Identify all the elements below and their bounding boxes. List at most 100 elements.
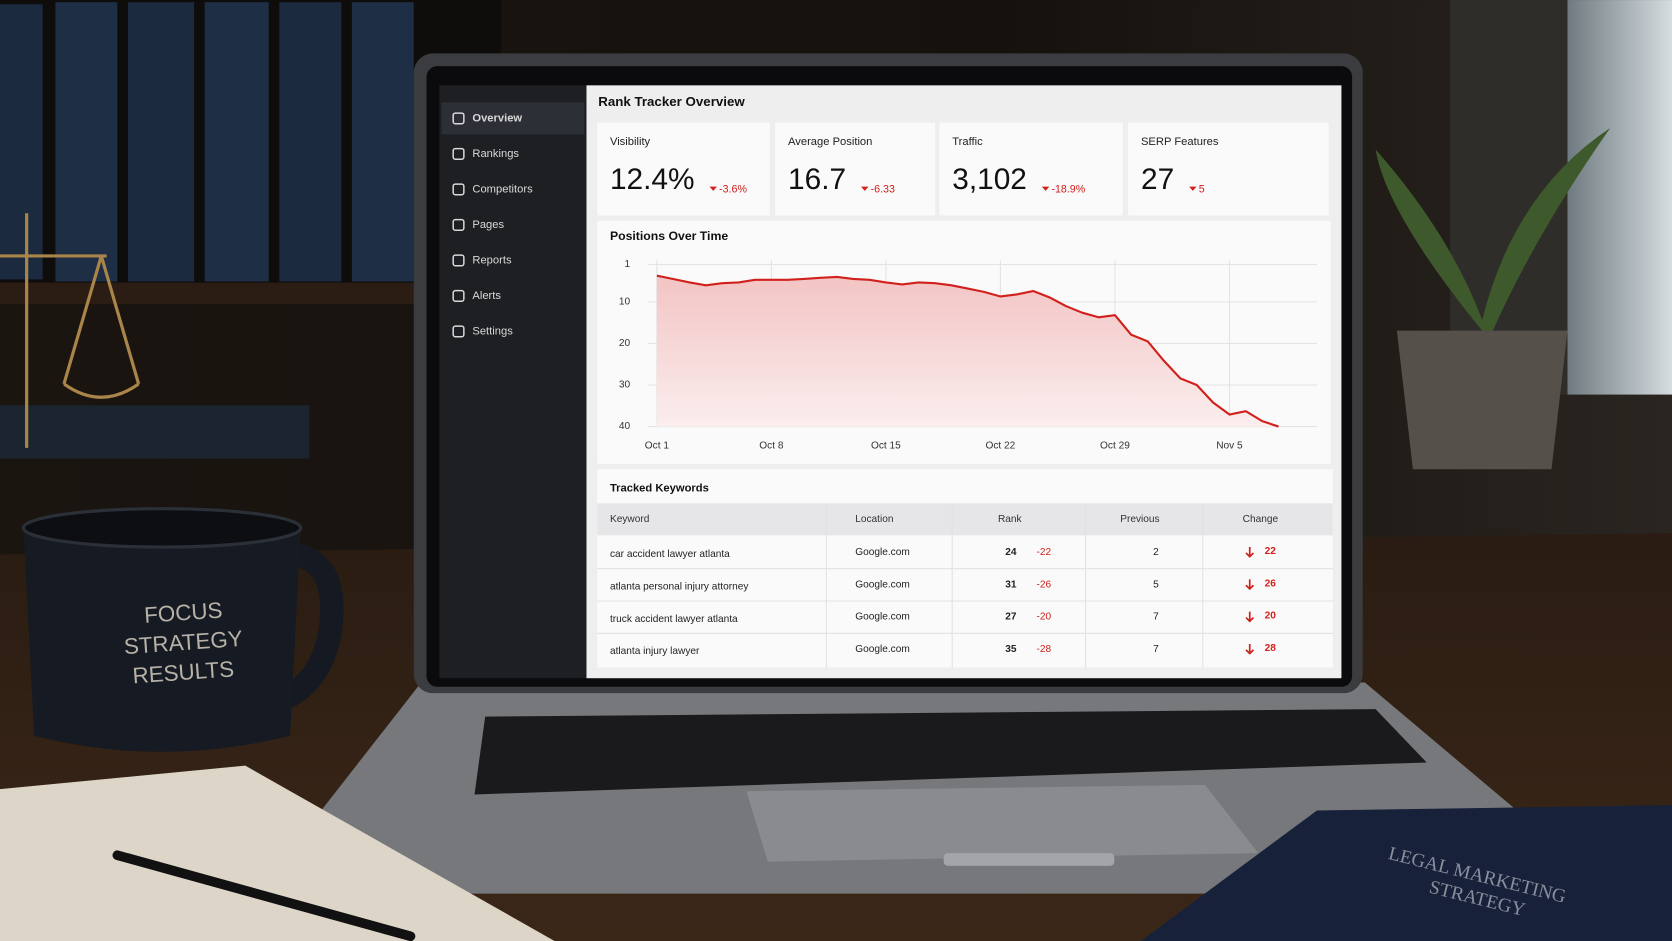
pen: [112, 850, 416, 941]
x-tick-label: Oct 15: [871, 440, 901, 451]
nav-label: Pages: [472, 219, 504, 231]
area-fill: [656, 275, 1279, 427]
nav-icon: [452, 183, 465, 196]
nav-icon: [452, 112, 465, 125]
paper: [0, 765, 555, 941]
kpi-change: 5: [1199, 184, 1205, 196]
change: 20: [1265, 611, 1277, 622]
down-arrow: [1245, 643, 1255, 655]
nav-icon: [452, 289, 465, 303]
rank: 35: [1005, 644, 1017, 655]
rank: 31: [1005, 579, 1017, 590]
kpi-value: 12.4%: [610, 163, 695, 196]
kpi-change: -6.33: [871, 184, 895, 196]
location: Google.com: [855, 579, 910, 590]
change: 28: [1265, 643, 1277, 654]
table-header: [597, 503, 1333, 536]
table-title: Tracked Keywords: [610, 482, 709, 494]
book: [1140, 805, 1672, 941]
down-icon: [1041, 186, 1050, 191]
down-icon: [709, 186, 717, 191]
rank-line: [656, 274, 1279, 428]
keyword: truck accident lawyer atlanta: [610, 614, 738, 625]
nav-label: Alerts: [472, 290, 501, 302]
chart-title: Positions Over Time: [610, 229, 728, 243]
page-title: Rank Tracker Overview: [598, 94, 745, 109]
kpi-label: Visibility: [610, 136, 651, 148]
y-tick-label: 20: [619, 338, 631, 349]
x-tick-label: Nov 5: [1216, 440, 1243, 451]
nav-label: Reports: [472, 254, 512, 266]
change: 22: [1265, 546, 1277, 557]
down-icon: [1189, 186, 1197, 191]
kpi-card: [597, 122, 770, 216]
change: 26: [1265, 578, 1277, 589]
kpi-value: 27: [1141, 163, 1174, 196]
mug-text: FOCUS: [143, 597, 223, 627]
x-tick-label: Oct 8: [759, 440, 784, 451]
keyword-table: Keyword Location Rank Previous Change car acc…: [597, 503, 1333, 668]
previous: 7: [1153, 644, 1159, 655]
x-tick-label: Oct 1: [645, 440, 670, 451]
sidebar: [439, 85, 587, 679]
kpi-card: [1128, 122, 1329, 216]
column-header: Rank: [998, 514, 1023, 525]
nav-icon: [452, 254, 465, 267]
nav-item[interactable]: Reports: [452, 254, 512, 267]
location: Google.com: [855, 547, 910, 558]
y-tick-label: 1: [625, 259, 631, 270]
rank-delta: -26: [1036, 579, 1051, 590]
keyword: car accident lawyer atlanta: [610, 549, 730, 560]
chart: 1 10 20 30 40 Oct 1 Oct 8 Oct 15 Oct 22 Oct 29 Nov…: [619, 259, 1317, 451]
nav-label: Overview: [472, 112, 522, 124]
down-arrow: [1245, 579, 1255, 591]
nav-item[interactable]: Pages: [452, 218, 505, 232]
kpi-card: [939, 122, 1123, 216]
nav-icon: [452, 147, 465, 160]
location: Google.com: [855, 612, 910, 623]
previous: 7: [1153, 612, 1159, 623]
kpi-value: 3,102: [952, 163, 1027, 196]
column-header: Previous: [1120, 514, 1159, 525]
kpi-card: [775, 122, 936, 216]
down-arrow: [1245, 547, 1255, 558]
nav: Overview Rankings Competitors Pages Reports A…: [441, 102, 585, 338]
nav-label: Rankings: [472, 148, 519, 160]
plant: [1375, 127, 1611, 470]
nav-item[interactable]: Rankings: [452, 147, 519, 160]
keyword: atlanta personal injury attorney: [610, 582, 749, 593]
x-tick-label: Oct 22: [985, 440, 1015, 451]
kpi-label: Average Position: [788, 136, 872, 148]
down-icon: [861, 186, 869, 191]
nav-item[interactable]: Alerts: [452, 289, 501, 303]
keyword: atlanta injury lawyer: [610, 646, 700, 657]
column-header: Location: [855, 514, 893, 525]
y-tick-label: 40: [619, 421, 631, 432]
kpi-row: Visibility 12.4% -3.6% Average Position 16.7…: [597, 122, 1329, 216]
scales-decoration: [0, 213, 141, 448]
column-header: Change: [1243, 514, 1279, 525]
nav-active: [441, 102, 585, 135]
previous: 5: [1153, 579, 1159, 590]
x-tick-label: Oct 29: [1100, 440, 1130, 451]
nav-label: Settings: [472, 325, 513, 337]
kpi-label: SERP Features: [1141, 136, 1219, 148]
nav-item[interactable]: Overview: [441, 102, 585, 135]
location: Google.com: [855, 644, 910, 655]
kpi-change: -3.6%: [719, 184, 747, 196]
nav-item[interactable]: Settings: [452, 325, 513, 338]
kpi-change: -18.9%: [1051, 184, 1085, 196]
nav-item[interactable]: Competitors: [452, 183, 533, 196]
rank-delta: -20: [1036, 612, 1051, 623]
kpi-label: Traffic: [952, 136, 983, 148]
column-header: Keyword: [610, 514, 649, 525]
down-arrow: [1245, 611, 1255, 623]
y-tick-label: 10: [619, 297, 631, 308]
nav-label: Competitors: [472, 183, 533, 195]
rank: 24: [1005, 547, 1017, 558]
kpi-value: 16.7: [788, 163, 846, 196]
nav-icon: [452, 325, 465, 338]
rank-delta: -28: [1036, 644, 1051, 655]
